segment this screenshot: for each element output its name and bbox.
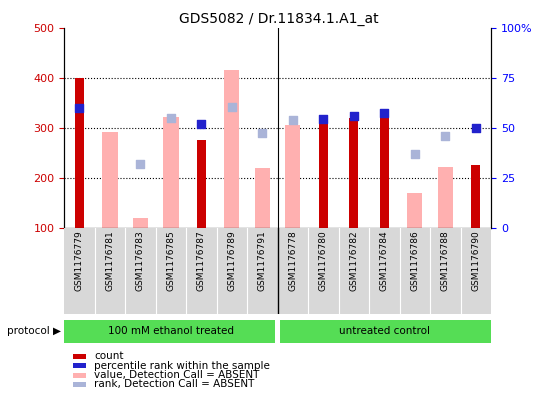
Bar	[437, 167, 453, 228]
Point	[441, 132, 450, 139]
Bar	[380, 113, 389, 228]
Text: GSM1176788: GSM1176788	[441, 231, 450, 291]
Bar	[224, 70, 239, 228]
Text: value, Detection Call = ABSENT: value, Detection Call = ABSENT	[94, 370, 259, 380]
Point	[288, 117, 297, 123]
Bar	[73, 382, 85, 387]
Bar	[163, 117, 179, 228]
Text: GSM1176786: GSM1176786	[410, 231, 419, 291]
Bar	[285, 125, 300, 228]
Text: rank, Detection Call = ABSENT: rank, Detection Call = ABSENT	[94, 379, 254, 389]
Bar	[280, 320, 491, 343]
Bar	[319, 118, 328, 228]
Point	[136, 161, 145, 167]
Text: 100 mM ethanol treated: 100 mM ethanol treated	[108, 326, 234, 336]
Point	[349, 113, 358, 119]
Text: count: count	[94, 351, 123, 362]
Bar	[73, 354, 85, 359]
Text: untreated control: untreated control	[339, 326, 430, 336]
Bar	[471, 165, 480, 228]
Text: GSM1176787: GSM1176787	[197, 231, 206, 291]
Text: protocol ▶: protocol ▶	[7, 326, 61, 336]
Point	[380, 110, 389, 116]
Bar	[73, 363, 85, 368]
Text: GSM1176789: GSM1176789	[227, 231, 237, 291]
Bar	[407, 193, 422, 228]
Bar	[349, 118, 358, 228]
Point	[166, 114, 175, 121]
Text: GSM1176783: GSM1176783	[136, 231, 145, 291]
Point	[472, 125, 480, 131]
Text: GSM1176791: GSM1176791	[258, 231, 267, 291]
Bar	[133, 218, 148, 228]
Text: GSM1176784: GSM1176784	[380, 231, 389, 291]
Point	[258, 130, 267, 136]
Text: GSM1176778: GSM1176778	[288, 231, 297, 291]
Bar	[73, 373, 85, 378]
Point	[75, 105, 84, 111]
Text: GSM1176781: GSM1176781	[105, 231, 114, 291]
Text: GSM1176779: GSM1176779	[75, 231, 84, 291]
Bar	[75, 78, 84, 228]
Text: GSM1176785: GSM1176785	[166, 231, 175, 291]
Point	[228, 103, 237, 110]
Text: GDS5082 / Dr.11834.1.A1_at: GDS5082 / Dr.11834.1.A1_at	[179, 12, 379, 26]
Bar	[255, 168, 270, 228]
Bar	[197, 140, 206, 228]
Text: GSM1176782: GSM1176782	[349, 231, 358, 291]
Text: GSM1176780: GSM1176780	[319, 231, 328, 291]
Point	[410, 151, 419, 158]
Point	[319, 116, 328, 122]
Text: percentile rank within the sample: percentile rank within the sample	[94, 361, 270, 371]
Bar	[64, 320, 276, 343]
Bar	[102, 132, 118, 228]
Text: GSM1176790: GSM1176790	[472, 231, 480, 291]
Point	[197, 121, 206, 127]
